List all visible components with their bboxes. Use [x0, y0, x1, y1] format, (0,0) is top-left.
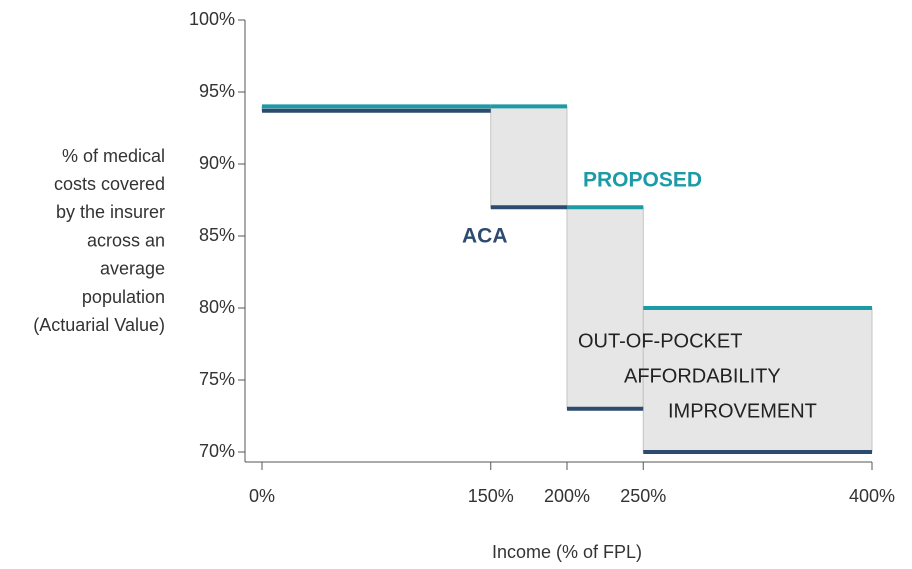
- series-label: PROPOSED: [583, 169, 702, 192]
- y-tick-label: 90%: [199, 153, 235, 173]
- y-tick-label: 80%: [199, 297, 235, 317]
- y-tick-label: 95%: [199, 81, 235, 101]
- x-tick-label: 200%: [544, 486, 590, 506]
- y-tick-label: 70%: [199, 441, 235, 461]
- y-tick-label: 75%: [199, 369, 235, 389]
- x-tick-label: 250%: [620, 486, 666, 506]
- y-axis-label: population: [82, 287, 165, 307]
- x-tick-label: 0%: [249, 486, 275, 506]
- y-tick-label: 100%: [189, 9, 235, 29]
- x-tick-label: 150%: [468, 486, 514, 506]
- gap-area: [566, 206, 644, 410]
- annotation: IMPROVEMENT: [668, 400, 817, 422]
- y-tick-label: 85%: [199, 225, 235, 245]
- annotation: AFFORDABILITY: [624, 365, 781, 387]
- y-axis-label: % of medical: [62, 146, 165, 166]
- gap-area: [490, 105, 568, 208]
- x-axis-label: Income (% of FPL): [492, 542, 642, 562]
- x-tick-label: 400%: [849, 486, 895, 506]
- gap-area: [642, 307, 873, 453]
- annotation: OUT-OF-POCKET: [578, 330, 742, 352]
- y-axis-label: costs covered: [54, 174, 165, 194]
- series-label: ACA: [462, 225, 508, 248]
- y-axis-label: (Actuarial Value): [33, 315, 165, 335]
- y-axis-label: by the insurer: [56, 202, 165, 222]
- y-axis-label: across an: [87, 230, 165, 250]
- y-axis-label: average: [100, 259, 165, 279]
